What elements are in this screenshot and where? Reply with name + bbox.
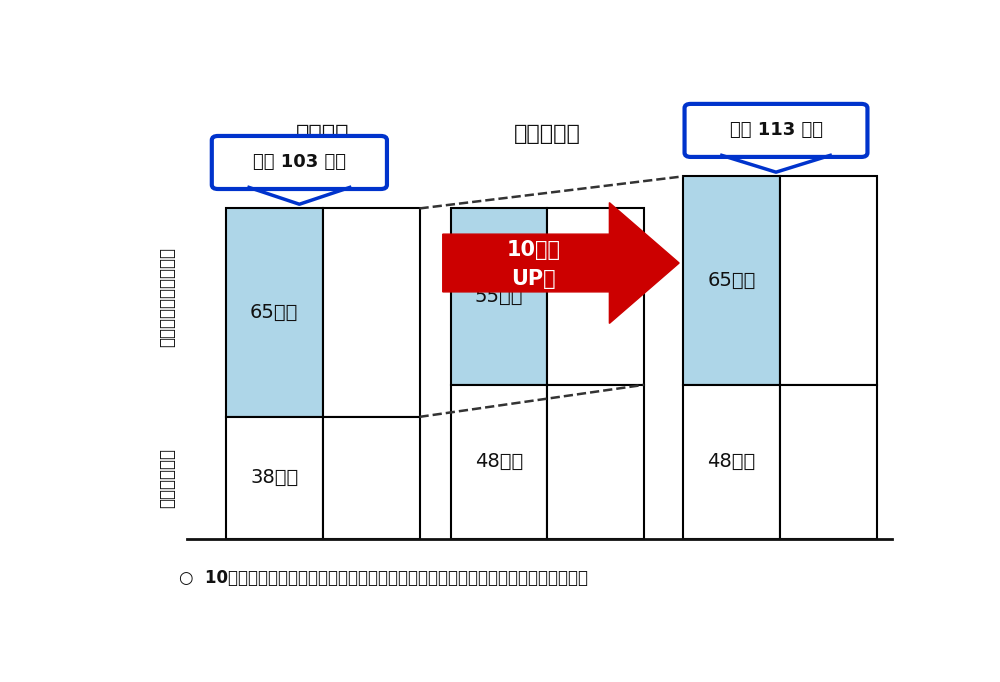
Bar xyxy=(226,417,323,539)
Text: 合計 103 万円: 合計 103 万円 xyxy=(253,153,346,171)
Bar xyxy=(323,209,420,417)
Text: ○  10万円の青色申告特別控除の改正はありませんので、これまでと同様となります。: ○ 10万円の青色申告特別控除の改正はありませんので、これまでと同様となります。 xyxy=(179,569,588,587)
Text: 【現行】: 【現行】 xyxy=(296,124,349,145)
FancyBboxPatch shape xyxy=(212,136,387,189)
Text: 38万円: 38万円 xyxy=(250,469,298,487)
Text: 48万円: 48万円 xyxy=(707,452,756,471)
Text: （基礎控除）: （基礎控除） xyxy=(159,448,177,508)
Bar xyxy=(547,209,644,385)
FancyBboxPatch shape xyxy=(685,104,867,157)
Bar xyxy=(780,385,877,539)
Text: 65万円: 65万円 xyxy=(707,271,756,290)
Bar xyxy=(780,177,877,385)
Text: 65万円: 65万円 xyxy=(250,303,298,322)
Bar xyxy=(683,177,780,385)
Bar xyxy=(226,209,323,417)
Text: （青色申告特別控除）: （青色申告特別控除） xyxy=(159,247,177,346)
Text: 55万円: 55万円 xyxy=(475,287,523,306)
Text: 10万円: 10万円 xyxy=(507,240,561,260)
Text: 合計 113 万円: 合計 113 万円 xyxy=(730,121,822,139)
Bar xyxy=(547,385,644,539)
Bar xyxy=(450,385,547,539)
Text: 【改正１】: 【改正１】 xyxy=(514,124,581,145)
Text: 48万円: 48万円 xyxy=(475,452,523,471)
Text: 【改正２】: 【改正２】 xyxy=(746,124,813,145)
Polygon shape xyxy=(443,203,679,323)
Text: UP！: UP！ xyxy=(512,269,556,288)
Bar xyxy=(323,417,420,539)
Bar xyxy=(450,209,547,385)
Bar xyxy=(683,385,780,539)
